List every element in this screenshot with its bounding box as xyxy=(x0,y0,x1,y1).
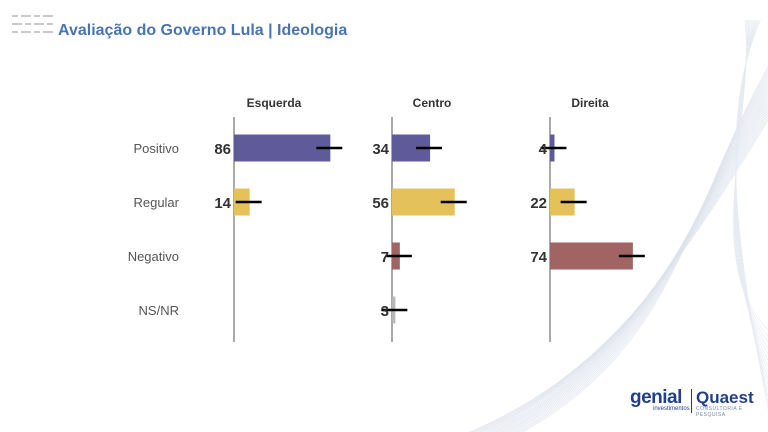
wave-line xyxy=(484,104,768,432)
wave-line xyxy=(500,89,768,432)
wave-line xyxy=(497,92,768,432)
wave-line xyxy=(735,19,768,409)
wave-line xyxy=(487,102,768,432)
data-label: 34 xyxy=(372,141,389,158)
data-label: 56 xyxy=(372,195,389,212)
quaest-logo: Quaest xyxy=(696,388,754,407)
data-label: 7 xyxy=(381,249,389,266)
category-label: Positivo xyxy=(133,141,179,156)
data-label: 14 xyxy=(214,195,231,212)
category-label: Regular xyxy=(133,195,179,210)
data-label: 22 xyxy=(530,195,547,212)
wave-line xyxy=(510,79,768,432)
bar xyxy=(234,134,331,162)
category-label: NS/NR xyxy=(139,303,179,318)
wave-line xyxy=(490,99,768,432)
wave-line xyxy=(495,94,768,432)
panel-title: Esquerda xyxy=(247,96,302,110)
panel-title: Direita xyxy=(571,96,609,110)
wave-line xyxy=(505,84,768,432)
data-label: 86 xyxy=(214,141,231,158)
data-label: 74 xyxy=(530,249,547,266)
data-label: 4 xyxy=(539,141,548,158)
wave-line xyxy=(507,82,768,432)
category-label: Negativo xyxy=(128,249,179,264)
logo-separator xyxy=(691,389,692,413)
page-title: Avaliação do Governo Lula | Ideologia xyxy=(58,22,348,39)
dot-grid-decoration xyxy=(12,13,56,35)
data-label: 3 xyxy=(381,303,389,320)
wave-line xyxy=(502,87,768,432)
genial-logo: genial xyxy=(630,387,682,408)
quaest-logo-subtitle: CONSULTORIA E PESQUISA xyxy=(696,406,743,418)
wave-line xyxy=(492,97,768,432)
genial-logo-subtitle: investimentos xyxy=(653,406,690,412)
panel-title: Centro xyxy=(413,96,452,110)
